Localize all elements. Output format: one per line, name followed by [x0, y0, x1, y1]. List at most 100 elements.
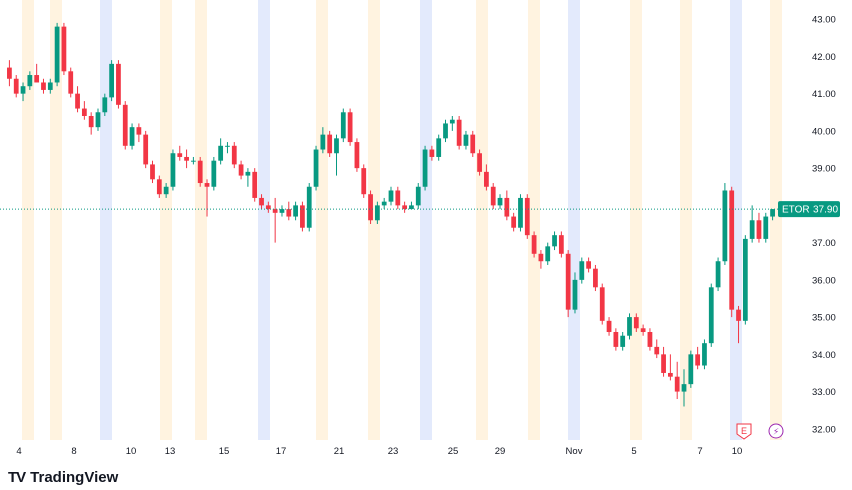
dividend-split-marker[interactable]: ⚡: [768, 423, 784, 439]
candle[interactable]: [763, 212, 769, 243]
candle[interactable]: [109, 60, 115, 102]
candle[interactable]: [313, 145, 319, 191]
candle[interactable]: [68, 67, 74, 98]
candle[interactable]: [272, 197, 278, 243]
candle[interactable]: [531, 231, 537, 258]
candle[interactable]: [279, 205, 285, 217]
candle[interactable]: [47, 78, 53, 94]
candle[interactable]: [27, 71, 33, 90]
candle[interactable]: [300, 201, 305, 232]
candle[interactable]: [163, 183, 169, 198]
candle[interactable]: [477, 149, 482, 176]
candle[interactable]: [191, 156, 196, 165]
candle[interactable]: [320, 127, 326, 154]
candle[interactable]: [490, 183, 496, 210]
candle[interactable]: [102, 93, 108, 116]
candle[interactable]: [742, 235, 748, 325]
candle[interactable]: [756, 212, 762, 243]
candle[interactable]: [61, 22, 67, 76]
candle[interactable]: [667, 354, 673, 381]
candle[interactable]: [674, 361, 680, 400]
candle[interactable]: [225, 142, 230, 154]
candle[interactable]: [443, 119, 448, 143]
candle[interactable]: [231, 142, 237, 169]
candle[interactable]: [259, 194, 264, 210]
candle[interactable]: [586, 257, 591, 273]
candle[interactable]: [661, 346, 666, 377]
candle[interactable]: [34, 63, 40, 83]
candle[interactable]: [456, 116, 462, 150]
candle[interactable]: [695, 346, 701, 370]
candle[interactable]: [184, 149, 189, 169]
tradingview-logo[interactable]: TV TradingView: [8, 470, 118, 485]
candle[interactable]: [327, 130, 333, 157]
candle[interactable]: [218, 138, 224, 165]
candle[interactable]: [545, 242, 551, 265]
candle[interactable]: [361, 164, 367, 198]
candle[interactable]: [606, 317, 612, 336]
candle[interactable]: [143, 130, 149, 169]
candle[interactable]: [511, 212, 517, 232]
candle[interactable]: [572, 272, 578, 314]
candle[interactable]: [722, 183, 728, 265]
candle[interactable]: [627, 313, 632, 340]
candle[interactable]: [463, 130, 469, 150]
candle[interactable]: [538, 250, 544, 269]
candle[interactable]: [95, 108, 101, 131]
candle[interactable]: [470, 130, 476, 157]
candle[interactable]: [13, 75, 19, 98]
candle[interactable]: [558, 231, 564, 258]
candle[interactable]: [340, 108, 346, 143]
candle[interactable]: [749, 205, 755, 243]
candle[interactable]: [306, 183, 312, 232]
candle[interactable]: [688, 350, 694, 388]
candle[interactable]: [552, 231, 557, 251]
candle[interactable]: [156, 175, 162, 198]
candle[interactable]: [293, 201, 298, 221]
candle[interactable]: [599, 283, 605, 325]
candle[interactable]: [497, 194, 503, 210]
candle[interactable]: [177, 145, 183, 161]
candle[interactable]: [579, 257, 585, 284]
candle[interactable]: [347, 108, 353, 146]
candle[interactable]: [252, 168, 258, 202]
candle[interactable]: [708, 283, 714, 347]
candle[interactable]: [150, 160, 155, 184]
candle[interactable]: [265, 201, 271, 213]
candle[interactable]: [136, 123, 142, 143]
candle[interactable]: [20, 82, 26, 102]
candle[interactable]: [415, 183, 421, 210]
candle[interactable]: [381, 197, 387, 210]
candle[interactable]: [436, 134, 442, 161]
candle[interactable]: [368, 190, 373, 224]
candle[interactable]: [395, 186, 401, 210]
candle[interactable]: [613, 328, 619, 351]
candle[interactable]: [402, 201, 408, 213]
candle[interactable]: [484, 164, 489, 191]
candle[interactable]: [422, 145, 428, 191]
candle[interactable]: [681, 369, 687, 407]
candle[interactable]: [388, 186, 394, 206]
candle[interactable]: [429, 145, 435, 161]
candle[interactable]: [504, 190, 510, 221]
candle[interactable]: [620, 332, 626, 351]
candle[interactable]: [654, 339, 660, 359]
candle[interactable]: [197, 156, 203, 187]
candle[interactable]: [524, 194, 530, 239]
earnings-marker[interactable]: E: [736, 423, 752, 440]
candle[interactable]: [354, 138, 360, 172]
candle[interactable]: [122, 101, 128, 150]
candle[interactable]: [75, 86, 80, 113]
candle[interactable]: [204, 179, 210, 217]
candle[interactable]: [702, 339, 707, 370]
candle[interactable]: [41, 78, 46, 94]
candle[interactable]: [334, 134, 339, 176]
candle[interactable]: [640, 324, 646, 336]
candle[interactable]: [116, 60, 121, 109]
candle[interactable]: [565, 250, 571, 318]
candle[interactable]: [170, 149, 176, 191]
candle[interactable]: [81, 101, 87, 120]
candle[interactable]: [593, 264, 598, 292]
candle[interactable]: [211, 156, 217, 191]
